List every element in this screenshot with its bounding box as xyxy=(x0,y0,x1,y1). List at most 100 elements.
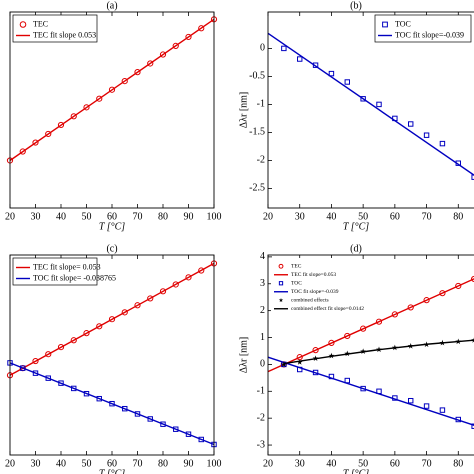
marker xyxy=(147,295,154,302)
marker xyxy=(360,96,366,102)
y-tick-label: -0.5 xyxy=(249,71,265,82)
marker xyxy=(83,104,90,111)
x-tick-label: 90 xyxy=(184,211,194,222)
marker xyxy=(360,325,367,332)
marker xyxy=(173,426,179,432)
fit-line xyxy=(267,32,474,176)
x-tick-label: 40 xyxy=(56,458,66,469)
marker xyxy=(83,330,90,337)
x-tick-label: 80 xyxy=(158,211,168,222)
marker xyxy=(45,375,51,381)
y-tick-label: 1 xyxy=(260,332,265,343)
panel: (c) 20 30 40 50 60 70 80 90 100 T [°C] TEC fit slop… xyxy=(5,243,222,474)
y-tick-label: 4 xyxy=(260,251,265,262)
fit-line xyxy=(283,339,474,365)
legend-label: combined effects xyxy=(291,297,329,304)
marker xyxy=(32,139,39,146)
legend-label: TEC fit slope=0.053 xyxy=(291,271,336,278)
x-tick-label: 30 xyxy=(295,211,305,222)
marker xyxy=(45,351,52,358)
legend-swatch xyxy=(278,281,284,286)
legend-swatch xyxy=(19,21,27,28)
marker xyxy=(328,339,335,347)
x-axis-label: T [°C] xyxy=(99,221,125,232)
x-tick-label: 70 xyxy=(133,211,143,222)
legend-box xyxy=(12,257,98,286)
x-tick-label: 60 xyxy=(107,211,117,222)
axes-frame xyxy=(9,11,215,209)
y-tick-label: -2 xyxy=(257,412,265,423)
marker xyxy=(57,121,65,129)
marker xyxy=(147,416,153,422)
y-tick-label: -3 xyxy=(257,439,265,450)
marker xyxy=(134,69,141,76)
panel-label: (d) xyxy=(350,243,362,254)
x-axis-label: T [°C] xyxy=(99,468,125,474)
y-axis-label: Δλr [nm] xyxy=(238,92,249,129)
marker xyxy=(172,281,179,288)
marker xyxy=(58,380,64,386)
marker xyxy=(408,397,414,404)
marker xyxy=(109,400,115,407)
legend-box xyxy=(271,258,361,314)
x-tick-label: 80 xyxy=(453,211,463,222)
x-tick-label: 50 xyxy=(358,458,368,469)
x-tick-label: 70 xyxy=(422,458,432,469)
x-tick-label: 30 xyxy=(295,458,305,469)
panel-label: (b) xyxy=(350,0,362,11)
y-tick-label: 0 xyxy=(260,43,265,54)
x-tick-label: 40 xyxy=(56,211,66,222)
fit-line xyxy=(9,362,215,446)
marker xyxy=(198,25,205,32)
marker xyxy=(423,297,430,304)
y-axis-label: Δλr [nm] xyxy=(238,337,249,374)
marker xyxy=(376,101,382,108)
marker xyxy=(423,403,430,409)
legend-label: combined effect fit slope=0.0142 xyxy=(291,305,364,312)
marker xyxy=(312,347,319,354)
marker xyxy=(159,51,167,58)
marker xyxy=(198,267,205,274)
marker xyxy=(32,357,39,365)
panel-label: (a) xyxy=(106,0,117,11)
marker xyxy=(455,282,462,290)
legend-label: TEC xyxy=(291,264,302,270)
marker xyxy=(121,77,128,85)
x-tick-label: 70 xyxy=(422,211,432,222)
marker xyxy=(70,337,77,344)
marker xyxy=(280,361,287,367)
marker xyxy=(344,79,350,85)
marker xyxy=(296,359,303,365)
legend-swatch xyxy=(278,297,284,303)
x-tick-label: 50 xyxy=(358,211,368,222)
x-tick-label: 60 xyxy=(107,458,117,469)
axes-frame xyxy=(267,254,474,456)
marker xyxy=(57,344,65,351)
marker xyxy=(328,352,335,359)
marker xyxy=(134,411,141,417)
x-tick-label: 80 xyxy=(453,458,463,469)
marker xyxy=(423,132,430,138)
x-tick-label: 60 xyxy=(390,458,400,469)
marker xyxy=(121,309,128,316)
marker xyxy=(185,33,192,41)
x-tick-label: 50 xyxy=(82,458,92,469)
panel: (a) 20 30 40 50 60 70 80 90 100 T [°C] TEC TEC fit s… xyxy=(5,0,222,232)
marker xyxy=(344,332,351,340)
marker xyxy=(32,370,39,376)
legend-label: TEC fit slope= 0.053 xyxy=(33,262,101,271)
marker xyxy=(198,436,204,443)
x-tick-label: 30 xyxy=(31,211,41,222)
marker xyxy=(159,288,167,295)
marker xyxy=(407,304,414,311)
marker xyxy=(70,113,77,120)
x-tick-label: 20 xyxy=(263,458,273,469)
marker xyxy=(391,311,398,318)
marker xyxy=(134,302,141,309)
y-tick-label: -1 xyxy=(257,386,265,397)
x-tick-label: 70 xyxy=(133,458,143,469)
marker xyxy=(108,86,116,93)
legend-label: TEC fit slope 0.053 xyxy=(33,30,96,39)
legend-label: TOC fit slope=-0.039 xyxy=(395,30,464,39)
